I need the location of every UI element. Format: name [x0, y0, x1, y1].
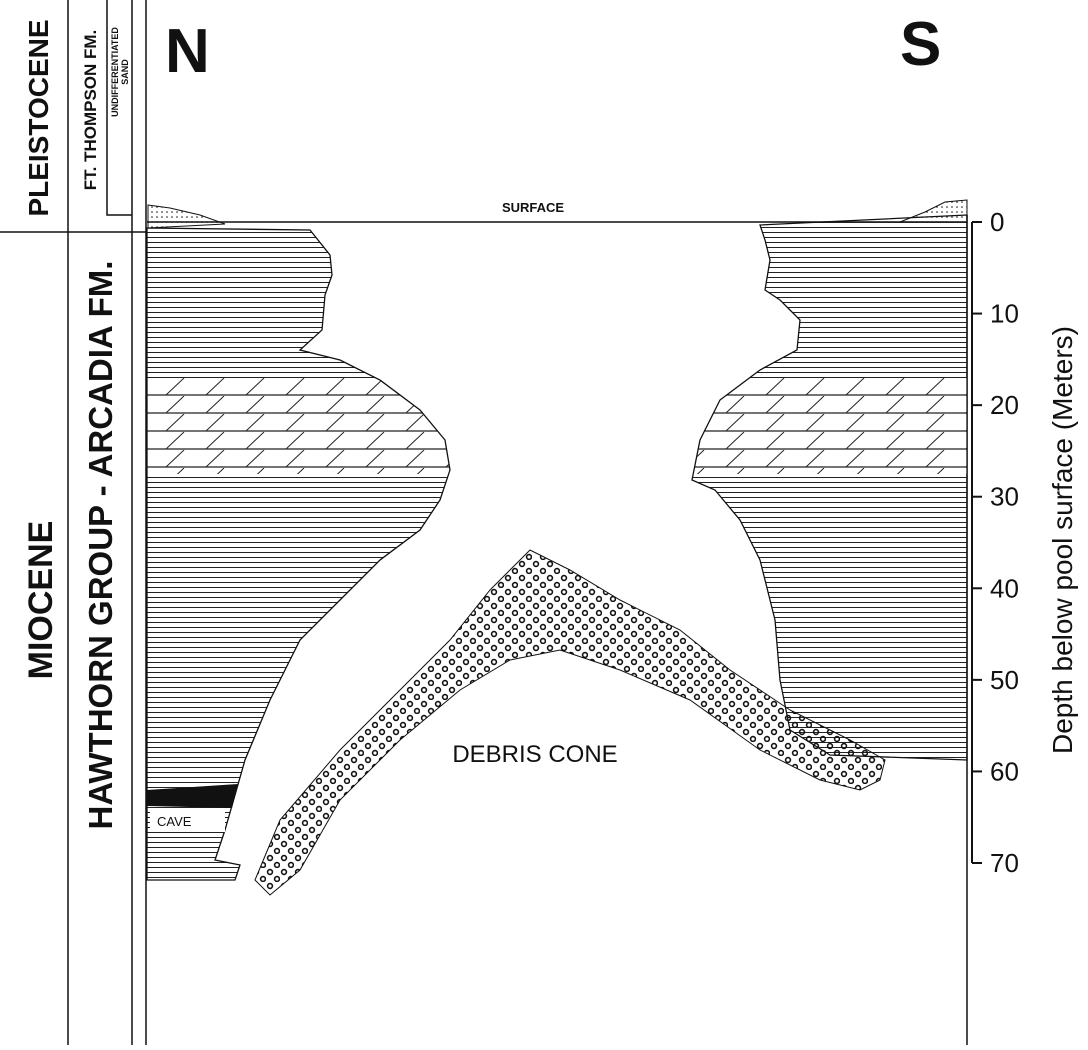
tick-label: 20 [990, 390, 1019, 420]
unit-label: SAND [120, 59, 130, 85]
epoch-label: MIOCENE [22, 521, 60, 680]
tick-label: 40 [990, 573, 1019, 603]
sand [899, 199, 968, 223]
tick-label: 30 [990, 482, 1019, 512]
debris-label: DEBRIS CONE [452, 741, 617, 768]
tick-label: 70 [990, 848, 1019, 878]
direction: N [165, 17, 210, 86]
axis-label: Depth below pool surface (Meters) [1047, 326, 1078, 754]
formation-label: HAWTHORN GROUP - ARCADIA FM. [82, 261, 119, 830]
epoch-label: PLEISTOCENE [23, 19, 54, 216]
direction: S [900, 10, 941, 79]
unit-label: UNDIFFERENTIATED [110, 27, 120, 117]
formation-label: FT. THOMPSON FM. [81, 30, 100, 191]
tick-label: 60 [990, 756, 1019, 786]
debris-cone [254, 549, 886, 896]
cave-label: CAVE [157, 814, 192, 829]
tick-label: 50 [990, 665, 1019, 695]
surface-label: SURFACE [502, 200, 564, 215]
walls [146, 214, 968, 881]
sand [147, 204, 226, 229]
label-bg [440, 738, 640, 768]
tick-label: 0 [990, 207, 1004, 237]
tick-label: 10 [990, 299, 1019, 329]
